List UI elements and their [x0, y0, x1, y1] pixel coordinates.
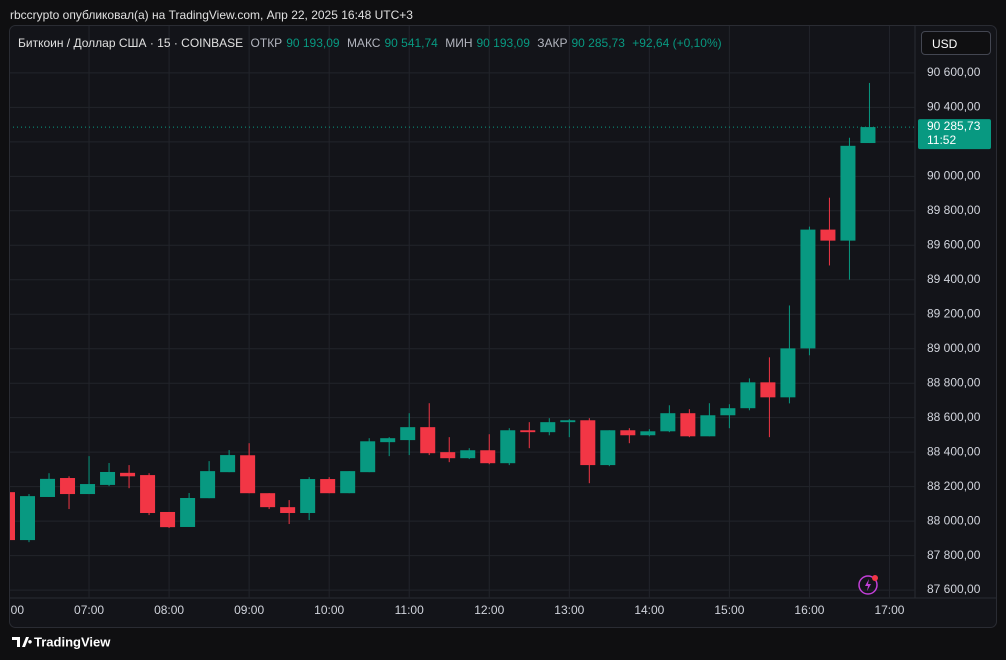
y-tick-label: 90 400,00	[927, 100, 981, 114]
x-tick-label: 11:00	[395, 603, 424, 617]
candle-body	[700, 415, 716, 437]
x-tick-label: 13:00	[554, 603, 584, 617]
y-tick-label: 88 200,00	[927, 479, 981, 493]
x-tick-label: 06:00	[0, 603, 24, 617]
candle-body	[720, 408, 736, 416]
y-tick-label: 88 400,00	[927, 444, 981, 458]
candle-body	[60, 478, 76, 495]
currency-button[interactable]: USD	[921, 31, 991, 55]
y-tick-label: 89 000,00	[927, 341, 981, 355]
candle-body	[260, 493, 276, 508]
candle-body	[540, 422, 556, 433]
last-price-tag	[918, 119, 991, 150]
candle-body	[780, 348, 796, 398]
candle-body	[480, 450, 496, 464]
x-tick-label: 07:00	[74, 603, 104, 617]
candle-body	[560, 420, 576, 423]
open-value: 90 193,09	[286, 36, 340, 50]
candle-body	[660, 413, 676, 432]
candle-body	[440, 452, 456, 459]
alert-icon-bolt	[865, 579, 871, 591]
change: +92,64 (+0,10%)	[632, 36, 722, 50]
candle-body	[760, 382, 776, 398]
candle-body	[240, 455, 256, 494]
candle-body	[600, 430, 616, 466]
candle-body	[680, 413, 696, 437]
candle-body	[580, 420, 596, 466]
y-tick-label: 89 400,00	[927, 272, 981, 286]
x-tick-label: 15:00	[714, 603, 744, 617]
candle-body	[20, 496, 36, 541]
alert-icon[interactable]	[858, 575, 878, 595]
candle-body	[360, 441, 376, 473]
footer-brand: TradingView	[34, 634, 111, 649]
symbol-legend: Биткоин / Доллар США · 15 · COINBASE ОТК…	[18, 36, 726, 50]
candle-body	[120, 472, 136, 477]
x-tick-label: 09:00	[234, 603, 264, 617]
x-tick-label: 14:00	[634, 603, 664, 617]
candle-body	[800, 229, 816, 349]
footer-logo	[12, 637, 32, 647]
candle-body	[160, 511, 176, 528]
y-tick-label: 87 600,00	[927, 582, 981, 596]
candle-body	[200, 471, 216, 499]
candle-body	[640, 431, 656, 436]
y-tick-label: 90 600,00	[927, 65, 981, 79]
y-tick-label: 88 000,00	[927, 513, 981, 527]
x-axis-labels: 06:00 07:00 08:00 09:00 10:00 11:00 12:00 13:00…	[0, 603, 905, 617]
candle-body	[140, 475, 156, 514]
last-price-label: 90 285,73	[927, 119, 981, 133]
alert-dot	[872, 575, 878, 581]
x-tick-label: 08:00	[154, 603, 184, 617]
candle-body	[300, 479, 316, 514]
x-tick-label: 16:00	[794, 603, 824, 617]
x-tick-label: 12:00	[474, 603, 504, 617]
candle-body	[420, 427, 436, 454]
publisher-line: rbccrypto опубликовал(а) на TradingView.…	[10, 8, 413, 22]
candle-body	[10, 492, 16, 541]
candle-body	[820, 229, 836, 241]
high-value: 90 541,74	[384, 36, 438, 50]
candle-body	[860, 127, 876, 144]
y-tick-label: 89 800,00	[927, 203, 981, 217]
x-tick-label: 17:00	[874, 603, 904, 617]
candle-body	[220, 455, 236, 473]
candle-body	[40, 478, 56, 497]
countdown: 11:52	[927, 133, 956, 147]
low-label: МИН	[445, 36, 473, 50]
candle-body	[840, 145, 856, 241]
close-label: ЗАКР	[537, 36, 568, 50]
chart-panel	[9, 25, 997, 628]
plot-area	[10, 26, 915, 598]
high-label: МАКС	[346, 36, 381, 50]
candle-body	[400, 427, 416, 441]
y-tick-label: 88 800,00	[927, 375, 981, 389]
candle-body	[320, 479, 336, 494]
candle-body	[520, 430, 536, 433]
open-label: ОТКР	[250, 36, 283, 50]
candle-body	[280, 507, 296, 514]
candle-body	[500, 430, 516, 464]
close-value: 90 285,73	[571, 36, 625, 50]
candle-body	[340, 471, 356, 494]
candle-body	[180, 498, 196, 527]
symbol: Биткоин / Доллар США · 15 · COINBASE	[18, 36, 244, 50]
axes: 87 600,00 87 800,00 88 000,00 88 200,00 88 4…	[0, 65, 991, 617]
x-tick-label: 10:00	[314, 603, 344, 617]
y-tick-label: 88 600,00	[927, 410, 981, 424]
candle-body	[380, 438, 396, 443]
candle-body	[100, 471, 116, 485]
candle-body	[740, 382, 756, 409]
low-value: 90 193,09	[476, 36, 530, 50]
y-tick-label: 87 800,00	[927, 548, 981, 562]
candle-body	[460, 450, 476, 459]
candle-body	[80, 484, 96, 495]
candle-body	[620, 430, 636, 436]
y-tick-label: 90 000,00	[927, 168, 981, 182]
y-tick-label: 89 600,00	[927, 237, 981, 251]
y-tick-label: 89 200,00	[927, 306, 981, 320]
